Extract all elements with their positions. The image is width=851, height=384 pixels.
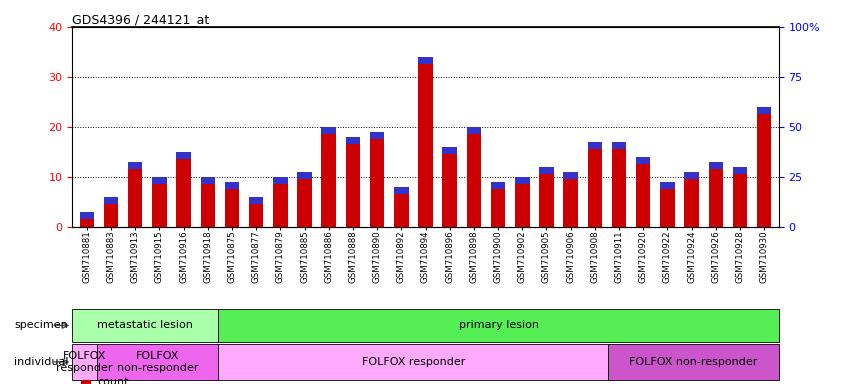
Bar: [128, 162, 142, 169]
Text: specimen: specimen: [14, 320, 68, 331]
Text: FOLFOX
responder: FOLFOX responder: [56, 351, 113, 373]
Bar: [443, 147, 457, 227]
Text: metastatic lesion: metastatic lesion: [98, 320, 193, 331]
Bar: [394, 187, 408, 227]
Bar: [394, 187, 408, 194]
Bar: [608, 344, 779, 380]
Text: GDS4396 / 244121_at: GDS4396 / 244121_at: [72, 13, 209, 26]
Text: count: count: [98, 377, 129, 384]
Bar: [540, 167, 554, 174]
Bar: [636, 157, 650, 227]
Bar: [709, 162, 723, 227]
Text: FOLFOX non-responder: FOLFOX non-responder: [629, 357, 757, 367]
Bar: [322, 127, 336, 227]
Bar: [443, 147, 457, 154]
Bar: [201, 177, 215, 227]
Bar: [249, 197, 264, 227]
Bar: [612, 142, 626, 149]
Bar: [201, 177, 215, 184]
Bar: [104, 197, 118, 227]
Bar: [660, 182, 675, 227]
Bar: [636, 157, 650, 164]
Bar: [97, 344, 219, 380]
Bar: [660, 182, 675, 189]
Bar: [176, 152, 191, 227]
Bar: [684, 172, 699, 227]
Bar: [757, 107, 771, 227]
Bar: [80, 212, 94, 219]
Bar: [466, 127, 481, 134]
Bar: [733, 167, 747, 174]
Bar: [466, 127, 481, 227]
Bar: [297, 172, 311, 179]
Bar: [346, 137, 360, 227]
Bar: [612, 142, 626, 227]
Text: FOLFOX
non-responder: FOLFOX non-responder: [117, 351, 198, 373]
Bar: [370, 132, 385, 227]
Bar: [249, 197, 264, 204]
Bar: [709, 162, 723, 169]
Bar: [684, 172, 699, 179]
Bar: [72, 344, 97, 380]
Bar: [80, 212, 94, 227]
Text: individual: individual: [14, 357, 68, 367]
Bar: [176, 152, 191, 159]
Text: FOLFOX responder: FOLFOX responder: [362, 357, 465, 367]
Bar: [225, 182, 239, 189]
Bar: [587, 142, 602, 227]
Bar: [418, 57, 433, 227]
Bar: [225, 182, 239, 227]
Bar: [346, 137, 360, 144]
Bar: [491, 182, 505, 227]
Bar: [219, 309, 779, 342]
Bar: [273, 177, 288, 184]
Text: primary lesion: primary lesion: [459, 320, 539, 331]
Bar: [273, 177, 288, 227]
Bar: [515, 177, 529, 184]
Bar: [418, 57, 433, 64]
Bar: [297, 172, 311, 227]
Bar: [733, 167, 747, 227]
Bar: [152, 177, 167, 184]
Bar: [563, 172, 578, 179]
Bar: [587, 142, 602, 149]
Bar: [515, 177, 529, 227]
Bar: [104, 197, 118, 204]
Bar: [128, 162, 142, 227]
Bar: [563, 172, 578, 227]
Bar: [757, 107, 771, 114]
Bar: [370, 132, 385, 139]
Bar: [491, 182, 505, 189]
Bar: [152, 177, 167, 227]
Bar: [72, 309, 219, 342]
Bar: [219, 344, 608, 380]
Bar: [322, 127, 336, 134]
Bar: [540, 167, 554, 227]
